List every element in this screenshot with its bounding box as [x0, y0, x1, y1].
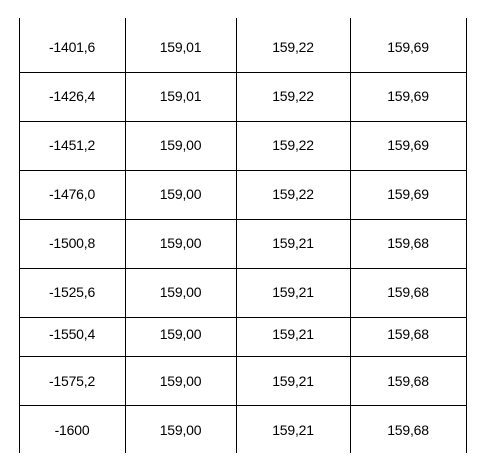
table-cell: 159,69 — [387, 38, 429, 55]
table-cell: -1525,6 — [48, 283, 96, 300]
row-border — [19, 170, 466, 171]
table-cell: -1575,2 — [48, 372, 96, 389]
table-cell: -1451,2 — [48, 136, 96, 153]
table-row: -1476,0 159,00 159,22 159,69 — [19, 169, 466, 218]
table-cell: 159,68 — [387, 283, 429, 300]
table-cell: 159,69 — [387, 185, 429, 202]
row-border — [19, 405, 466, 406]
table-cell: -1476,0 — [48, 185, 96, 202]
table-cell: 159,22 — [272, 38, 314, 55]
column-border — [19, 18, 20, 453]
table-cell: -1500,8 — [48, 234, 96, 251]
table-row: -1401,6 159,01 159,22 159,69 — [19, 22, 466, 71]
row-border — [19, 219, 466, 220]
row-border — [19, 356, 466, 357]
column-border — [350, 18, 351, 453]
table-cell: 159,21 — [272, 283, 314, 300]
table-row: -1500,8 159,00 159,21 159,68 — [19, 218, 466, 267]
row-border — [19, 121, 466, 122]
table-row: -1451,2 159,00 159,22 159,69 — [19, 120, 466, 169]
table-row: -1600 159,00 159,21 159,68 — [19, 405, 466, 454]
table-cell: -1426,4 — [48, 87, 96, 104]
table-cell: 159,01 — [159, 87, 202, 104]
column-border — [125, 18, 126, 453]
row-border — [19, 72, 466, 73]
table-cell: 159,01 — [159, 38, 202, 55]
table-cell: 159,21 — [272, 421, 314, 438]
column-border — [236, 18, 237, 453]
table-cell: 159,69 — [387, 136, 429, 153]
table-cell: 159,69 — [387, 87, 429, 104]
table-cell: 159,22 — [272, 185, 314, 202]
table-cell: 159,22 — [272, 87, 314, 104]
row-border — [19, 317, 466, 318]
table-row: -1575,2 159,00 159,21 159,68 — [19, 356, 466, 405]
table-cell: 159,68 — [387, 372, 429, 389]
table-cell: -1401,6 — [48, 38, 96, 55]
row-border — [19, 268, 466, 269]
table-cell: 159,68 — [387, 325, 429, 342]
column-border — [466, 18, 467, 453]
table-cell: 159,00 — [159, 136, 202, 153]
table-cell: -1600 — [54, 421, 90, 438]
table-cell: 159,00 — [159, 234, 202, 251]
table-cell: 159,00 — [159, 185, 202, 202]
table-cell: 159,21 — [272, 234, 314, 251]
table-cell: 159,00 — [159, 283, 202, 300]
table-cell: 159,00 — [159, 421, 202, 438]
table-cell: 159,68 — [387, 234, 429, 251]
table-cell: 159,68 — [387, 421, 429, 438]
table-row: -1550,4 159,00 159,21 159,68 — [19, 311, 466, 356]
table-row: -1426,4 159,01 159,22 159,69 — [19, 71, 466, 120]
table-row: -1525,6 159,00 159,21 159,68 — [19, 267, 466, 316]
table-cell: 159,21 — [272, 325, 314, 342]
table-cell: 159,00 — [159, 372, 202, 389]
table-cell: 159,00 — [159, 325, 202, 342]
table-cell: 159,21 — [272, 372, 314, 389]
table-cell: -1550,4 — [48, 325, 96, 342]
table-cell: 159,22 — [272, 136, 314, 153]
